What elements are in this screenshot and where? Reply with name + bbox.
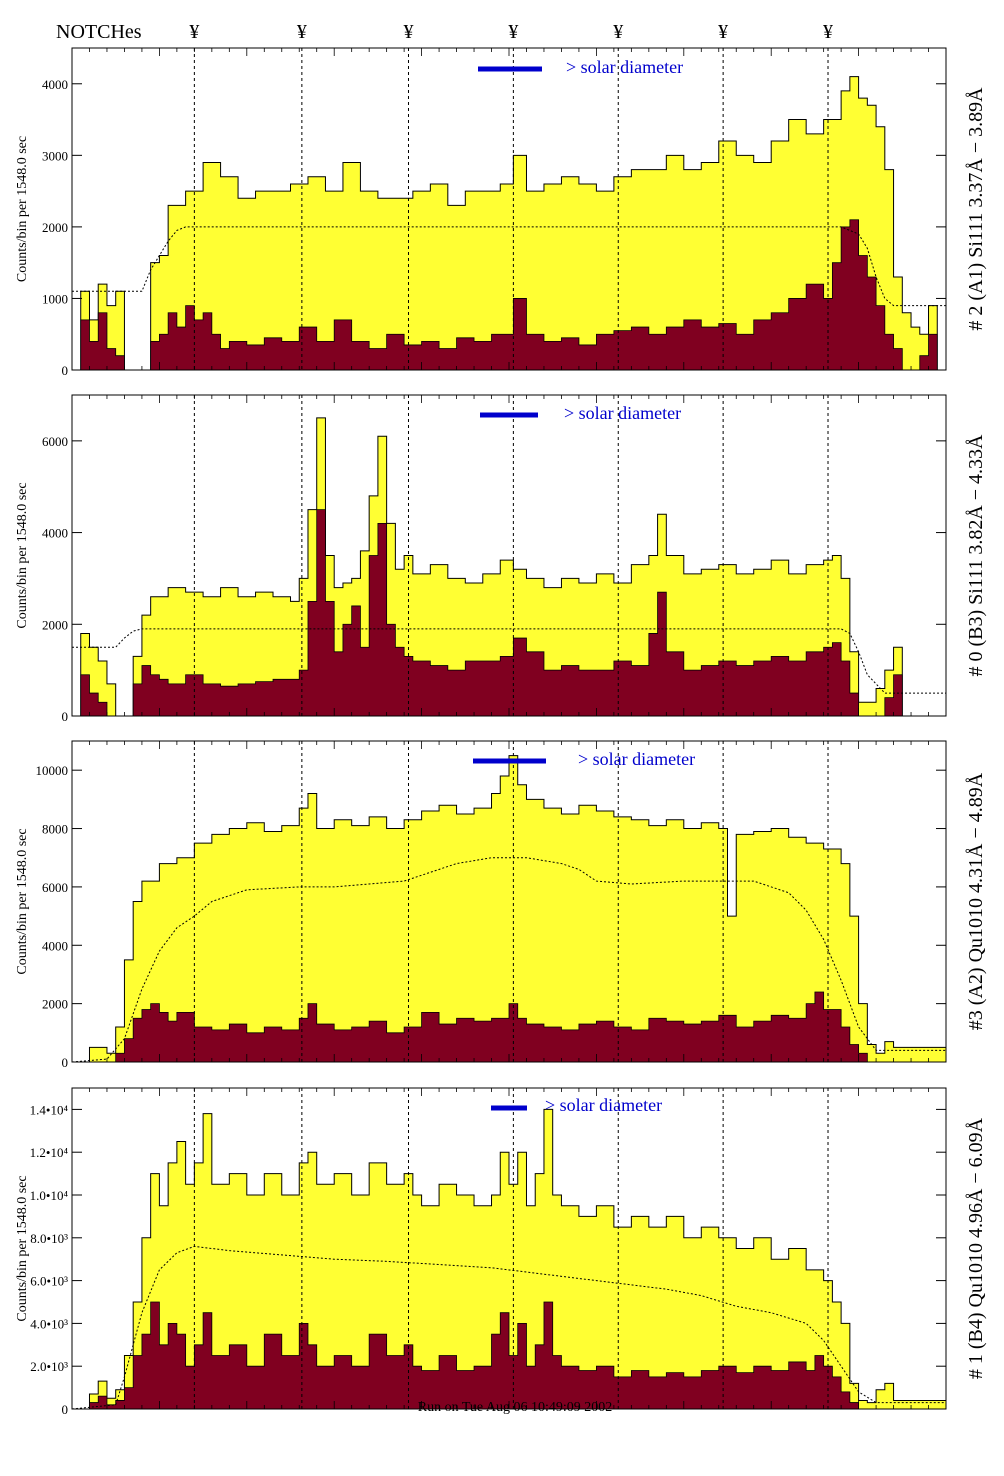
notch-marker-2: ¥ <box>297 21 307 43</box>
panel-title: #3 (A2) Qu1010 4.31Å − 4.89Å <box>965 772 987 1030</box>
notch-marker-7: ¥ <box>823 21 833 43</box>
notches-label: NOTCHes <box>56 21 142 43</box>
y-tick-label: 4000 <box>42 77 68 92</box>
y-axis-label: Counts/bin per 1548.0 sec <box>15 136 30 282</box>
y-tick-label: 1.4•10⁴ <box>30 1102 69 1117</box>
y-tick-label: 6.0•10³ <box>30 1274 68 1289</box>
panel-title: # 1 (B4) Qu1010 4.96Å − 6.09Å <box>965 1117 987 1379</box>
y-tick-label: 0 <box>62 1402 69 1417</box>
y-tick-label: 0 <box>62 709 69 724</box>
y-tick-label: 2000 <box>42 220 68 235</box>
panel-4: 0 2.0•10³ 4.0•10³ 6.0•10³ 8.0•10³ 1.0•10⁴ 1.2•… <box>15 1087 987 1417</box>
notch-marker-1: ¥ <box>189 21 199 43</box>
background-counts-area <box>72 991 946 1063</box>
panel-1: 0 1000 2000 3000 4000 Counts/bin per 1548.0 s… <box>15 47 987 378</box>
y-tick-label: 1000 <box>42 291 68 306</box>
model-curve <box>71 1245 946 1410</box>
legend-text: > solar diameter <box>564 403 681 423</box>
total-counts-area <box>72 417 946 717</box>
y-tick-label: 4.0•10³ <box>30 1316 68 1331</box>
y-tick-label: 10000 <box>36 763 69 778</box>
total-counts-area <box>72 76 946 371</box>
y-axis-label: Counts/bin per 1548.0 sec <box>15 1175 30 1321</box>
legend-text: > solar diameter <box>545 1095 662 1115</box>
panel-2: 0 2000 4000 6000 Counts/bin per 1548.0 sec # … <box>15 394 987 724</box>
y-tick-label: 3000 <box>42 148 68 163</box>
legend-text: > solar diameter <box>566 57 683 77</box>
total-counts-area <box>72 755 947 1063</box>
y-tick-label: 0 <box>62 1055 69 1070</box>
y-tick-label: 2000 <box>42 617 68 632</box>
y-tick-label: 6000 <box>42 880 68 895</box>
model-curve <box>72 226 946 307</box>
panel-title: # 2 (A1) Si111 3.37Å − 3.89Å <box>965 87 987 331</box>
y-tick-label: 0 <box>62 363 69 378</box>
notch-marker-3: ¥ <box>403 21 413 43</box>
run-info: Run on Tue Aug 06 10:49:09 2002 <box>418 1400 612 1415</box>
notch-marker-5: ¥ <box>613 21 623 43</box>
y-tick-label: 4000 <box>42 938 68 953</box>
y-tick-label: 1.2•10⁴ <box>30 1145 69 1160</box>
y-tick-label: 4000 <box>42 526 68 541</box>
panels: 0 1000 2000 3000 4000 Counts/bin per 1548.0 s… <box>15 47 987 1417</box>
model-curve <box>71 857 946 1063</box>
total-counts-area <box>72 1108 947 1410</box>
background-counts-area <box>72 509 946 717</box>
notch-markers: ¥ ¥ ¥ ¥ ¥ ¥ ¥ <box>189 21 833 43</box>
legend-text: > solar diameter <box>578 749 695 769</box>
notch-marker-4: ¥ <box>508 21 518 43</box>
y-tick-label: 1.0•10⁴ <box>30 1188 69 1203</box>
y-tick-label: 8000 <box>42 822 68 837</box>
y-tick-label: 6000 <box>42 434 68 449</box>
y-axis-label: Counts/bin per 1548.0 sec <box>15 828 30 974</box>
notch-marker-6: ¥ <box>718 21 728 43</box>
panel-title: # 0 (B3) Si111 3.82Å − 4.33Å <box>965 434 987 677</box>
background-counts-area <box>72 219 946 371</box>
panel-3: 0 2000 4000 6000 8000 10000 Counts/bin per 154… <box>15 740 987 1070</box>
y-tick-label: 2000 <box>42 997 68 1012</box>
background-counts-area <box>72 1301 946 1410</box>
y-tick-label: 8.0•10³ <box>30 1231 68 1246</box>
y-tick-label: 2.0•10³ <box>30 1359 68 1374</box>
y-axis-label: Counts/bin per 1548.0 sec <box>15 482 30 628</box>
